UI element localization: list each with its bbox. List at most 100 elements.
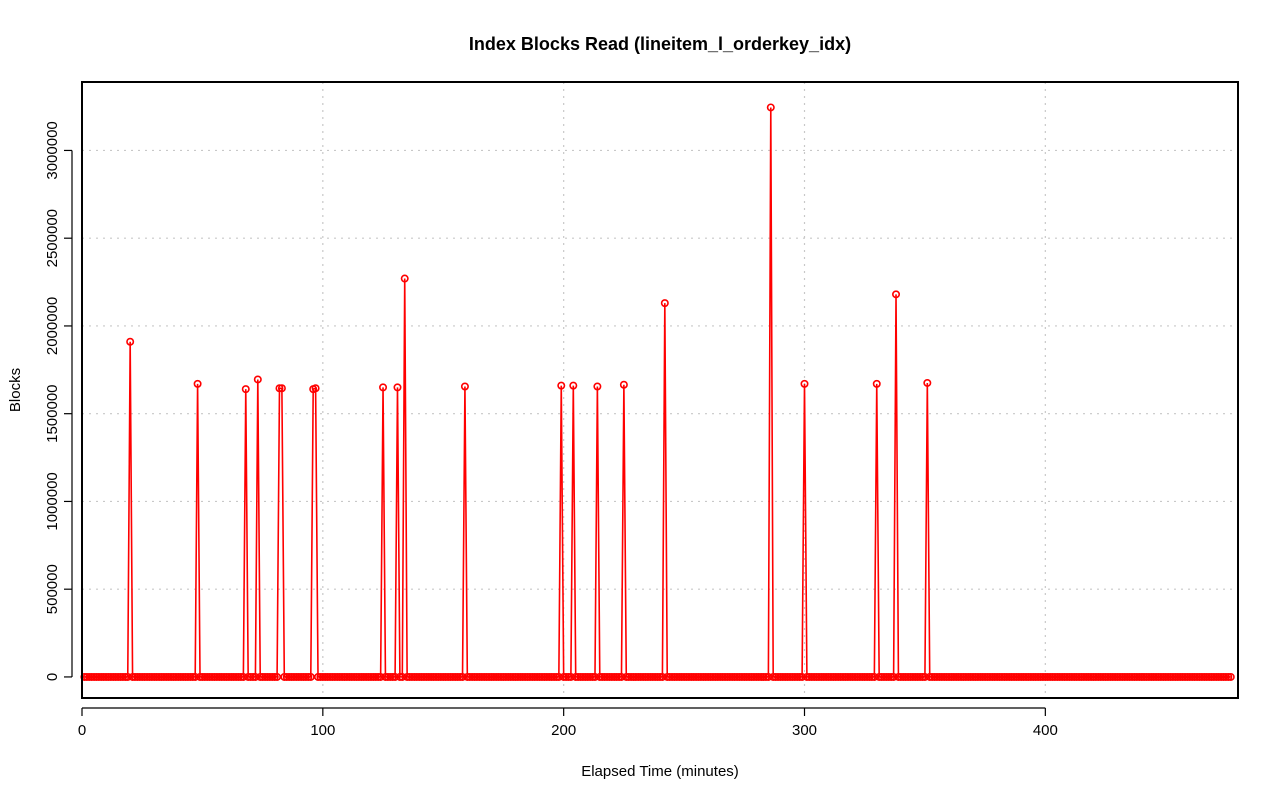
data-point — [155, 672, 164, 681]
data-point — [959, 672, 968, 681]
data-point — [499, 672, 508, 681]
data-point — [1200, 672, 1209, 681]
data-point — [957, 672, 966, 681]
data-point — [742, 672, 751, 681]
data-point — [627, 672, 636, 681]
data-point — [1050, 672, 1059, 681]
data-point — [855, 672, 864, 681]
data-point — [504, 672, 513, 681]
data-point — [684, 672, 693, 681]
data-point — [489, 672, 498, 681]
data-point — [403, 672, 412, 681]
data-point — [949, 672, 958, 681]
data-point — [362, 672, 371, 681]
data-point — [248, 672, 257, 681]
data-point — [981, 672, 990, 681]
data-point — [357, 672, 366, 681]
data-point — [759, 672, 768, 681]
data-point — [771, 672, 780, 681]
data-point — [723, 672, 732, 681]
data-point — [916, 672, 925, 681]
data-point — [294, 672, 303, 681]
data-point — [1043, 672, 1052, 681]
y-tick-label: 0 — [44, 673, 61, 681]
data-point — [1212, 672, 1221, 681]
data-point — [997, 672, 1006, 681]
data-point — [465, 672, 474, 681]
peak-point — [460, 382, 469, 391]
data-point — [1123, 672, 1132, 681]
data-point — [374, 672, 383, 681]
data-point — [477, 672, 486, 681]
data-point — [1144, 672, 1153, 681]
peak-point — [872, 379, 881, 388]
data-point — [116, 672, 125, 681]
data-point — [265, 672, 274, 681]
data-point — [186, 672, 195, 681]
data-point — [1171, 672, 1180, 681]
data-point — [757, 672, 766, 681]
data-point — [930, 672, 939, 681]
data-point — [802, 672, 811, 681]
data-point — [1219, 672, 1228, 681]
data-point — [612, 672, 621, 681]
data-point — [901, 672, 910, 681]
data-point — [718, 672, 727, 681]
data-point — [537, 672, 546, 681]
data-point — [668, 672, 677, 681]
data-point — [1034, 672, 1043, 681]
data-point — [1005, 672, 1014, 681]
data-point — [448, 672, 457, 681]
data-point — [328, 672, 337, 681]
data-point — [884, 672, 893, 681]
data-point — [480, 672, 489, 681]
data-point — [468, 672, 477, 681]
data-point — [947, 672, 956, 681]
data-point — [130, 672, 139, 681]
data-point — [648, 672, 657, 681]
data-point — [942, 672, 951, 681]
data-point — [940, 672, 949, 681]
data-point — [904, 672, 913, 681]
data-point — [675, 672, 684, 681]
data-point — [419, 672, 428, 681]
data-point — [472, 672, 481, 681]
data-point — [405, 672, 414, 681]
data-point — [824, 672, 833, 681]
y-tick-label: 3000000 — [44, 121, 61, 179]
x-tick-label: 0 — [78, 722, 86, 739]
data-point — [552, 672, 561, 681]
data-point — [1149, 672, 1158, 681]
data-point — [829, 672, 838, 681]
data-point — [993, 672, 1002, 681]
x-axis-label: Elapsed Time (minutes) — [581, 763, 739, 780]
data-point — [908, 672, 917, 681]
data-point — [188, 672, 197, 681]
data-point — [342, 672, 351, 681]
data-point — [879, 672, 888, 681]
data-point — [1108, 672, 1117, 681]
data-point — [954, 672, 963, 681]
data-point — [542, 672, 551, 681]
data-point — [1140, 672, 1149, 681]
data-point — [1082, 672, 1091, 681]
data-point — [581, 672, 590, 681]
peak-point — [400, 274, 409, 283]
data-point — [422, 672, 431, 681]
data-point — [94, 672, 103, 681]
data-point — [1026, 672, 1035, 681]
data-point — [578, 672, 587, 681]
data-point — [99, 672, 108, 681]
peak-point — [766, 103, 775, 112]
data-point — [1000, 672, 1009, 681]
peak-point — [193, 379, 202, 388]
data-point — [839, 672, 848, 681]
data-point — [234, 672, 243, 681]
data-point — [282, 672, 291, 681]
data-point — [740, 672, 749, 681]
data-point — [701, 672, 710, 681]
data-point — [210, 672, 219, 681]
data-point — [114, 672, 123, 681]
data-point — [167, 672, 176, 681]
data-point — [258, 672, 267, 681]
